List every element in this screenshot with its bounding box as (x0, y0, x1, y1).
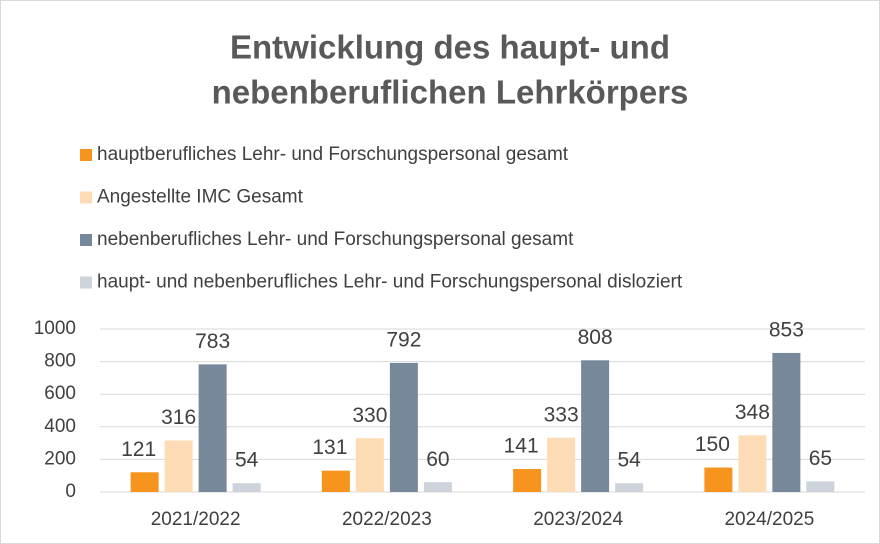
data-label: 150 (695, 433, 730, 456)
bar (547, 437, 576, 492)
bar (704, 467, 733, 492)
y-tick-label: 1000 (34, 318, 76, 339)
data-label: 316 (161, 406, 196, 429)
bar (806, 481, 835, 492)
bar (355, 438, 384, 492)
data-label: 141 (504, 435, 539, 458)
bar (513, 469, 542, 492)
bar (321, 470, 350, 492)
x-tick-label: 2024/2025 (724, 509, 814, 530)
x-tick-label: 2021/2022 (151, 509, 241, 530)
legend-label: haupt- und nebenberufliches Lehr- und Fo… (97, 272, 683, 293)
bar (130, 472, 159, 492)
chart-title: Entwicklung des haupt- und (230, 29, 670, 66)
legend-label: Angestellte IMC Gesamt (97, 187, 304, 208)
legend-swatch (80, 234, 92, 246)
bar (389, 362, 418, 492)
bar (164, 440, 193, 492)
y-tick-label: 0 (65, 481, 76, 502)
data-label: 808 (578, 326, 613, 349)
bar (738, 435, 767, 492)
data-label: 853 (769, 319, 804, 342)
x-tick-label: 2023/2024 (533, 509, 623, 530)
bar (232, 483, 261, 492)
data-label: 348 (735, 401, 770, 424)
data-label: 65 (809, 447, 832, 470)
data-label: 60 (426, 448, 449, 471)
y-tick-label: 400 (44, 416, 76, 437)
legend-swatch (80, 276, 92, 289)
legend-swatch (80, 191, 92, 204)
bar (772, 352, 801, 492)
bar (198, 364, 227, 492)
data-label: 783 (195, 330, 230, 353)
chart-title: nebenberuflichen Lehrkörpers (212, 74, 689, 111)
y-tick-label: 800 (44, 351, 76, 372)
legend-label: hauptberufliches Lehr- und Forschungsper… (97, 144, 569, 165)
data-label: 54 (617, 449, 641, 472)
data-label: 792 (386, 328, 421, 351)
data-label: 333 (544, 403, 579, 426)
y-tick-label: 200 (44, 448, 76, 469)
legend-label: nebenberufliches Lehr- und Forschungsper… (97, 229, 574, 250)
data-label: 131 (312, 436, 347, 459)
bar (581, 360, 610, 492)
bar (615, 483, 644, 492)
data-label: 121 (121, 438, 156, 461)
y-tick-label: 600 (44, 383, 76, 404)
data-label: 330 (352, 404, 387, 427)
bar (423, 482, 452, 492)
data-label: 54 (235, 449, 259, 472)
legend-swatch (80, 149, 92, 161)
x-tick-label: 2022/2023 (342, 509, 432, 530)
